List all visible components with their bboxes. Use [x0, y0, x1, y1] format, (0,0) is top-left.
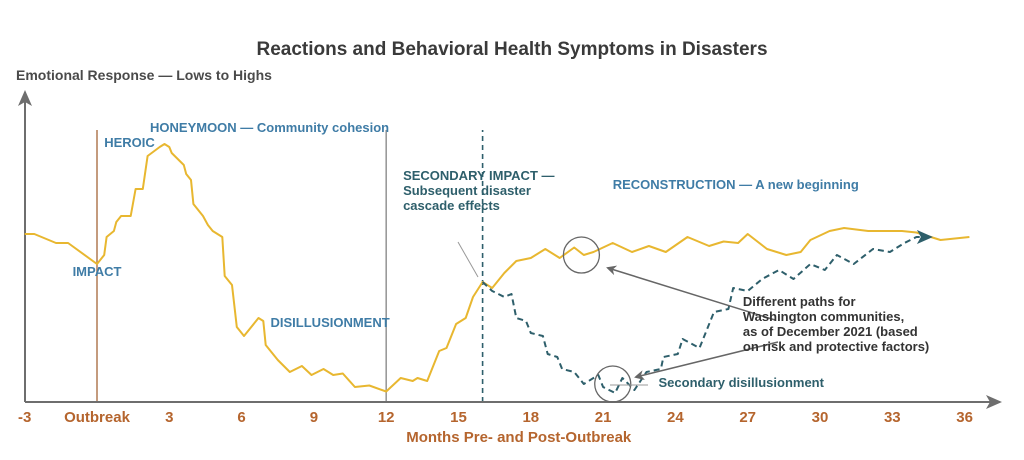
callouts: [457, 236, 779, 403]
x-axis-label: Months Pre- and Post-Outbreak: [406, 429, 632, 446]
secondary-path-line: [481, 230, 933, 394]
x-tick-label: Outbreak: [64, 409, 131, 426]
x-tick-label: -3: [18, 409, 31, 426]
x-tick-label: 12: [378, 409, 395, 426]
secondary-impact-leader: [457, 241, 479, 278]
annotation-as-of-december-2021-based: as of December 2021 (based: [743, 324, 918, 339]
x-tick-label: 9: [310, 409, 318, 426]
annotation-subsequent-disaster: Subsequent disaster: [403, 183, 531, 198]
x-tick-label: 6: [237, 409, 245, 426]
annotation-cascade-effects: cascade effects: [403, 198, 500, 213]
annotation-secondary-disillusionment: Secondary disillusionment: [659, 375, 825, 390]
annotation-secondary-impact: SECONDARY IMPACT —: [403, 168, 554, 183]
x-tick-label: 18: [522, 409, 539, 426]
pointer-arrow-lower: [634, 341, 779, 380]
annotation-on-risk-and-protective-factors: on risk and protective factors): [743, 339, 929, 354]
primary-path-line: [24, 143, 970, 393]
vertical-markers: [96, 130, 484, 402]
x-tick-label: 24: [667, 409, 684, 426]
annotation-different-paths-for: Different paths for: [743, 294, 856, 309]
annotation-honeymoon-community-cohesion: HONEYMOON — Community cohesion: [150, 120, 389, 135]
x-tick-label: 21: [595, 409, 612, 426]
x-tick-label: 33: [884, 409, 901, 426]
x-tick-label: 15: [450, 409, 467, 426]
annotation-heroic: HEROIC: [104, 135, 155, 150]
x-tick-label: 36: [956, 409, 973, 426]
series-group: [24, 143, 970, 394]
x-tick-label: 3: [165, 409, 173, 426]
highlight-circle-secondary-disillusionment-dip: [594, 365, 632, 403]
pointer-arrow-upper: [606, 265, 776, 321]
annotation-reconstruction-a-new-beginning: RECONSTRUCTION — A new beginning: [613, 177, 859, 192]
x-tick-labels: -3 Outbreak 3 6 9 12 15 18 21 24 27 30 33 36: [18, 409, 973, 426]
annotation-disillusionment: DISILLUSIONMENT: [271, 315, 390, 330]
highlight-circle-reconstruction-dip: [562, 236, 601, 274]
y-axis-label: Emotional Response — Lows to Highs: [16, 67, 272, 83]
annotation-impact: IMPACT: [73, 264, 122, 279]
chart-title: Reactions and Behavioral Health Symptoms…: [256, 39, 767, 60]
x-tick-label: 30: [812, 409, 829, 426]
x-tick-label: 27: [739, 409, 756, 426]
annotation-washington-communities: Washington communities,: [743, 309, 904, 324]
